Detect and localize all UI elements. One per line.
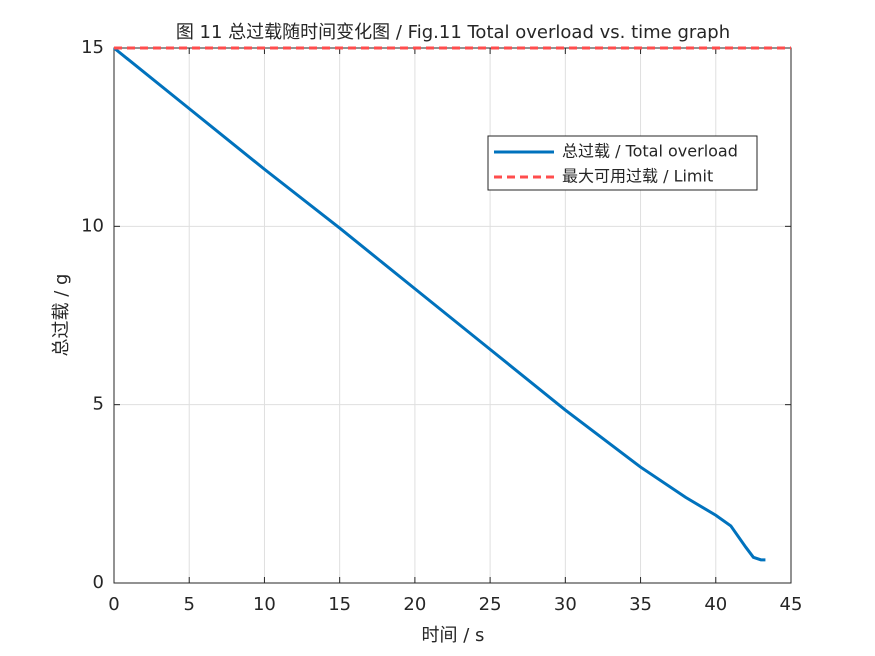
legend-label: 最大可用过载 / Limit <box>562 167 713 186</box>
y-tick-label: 10 <box>81 215 104 236</box>
data-line <box>113 46 766 562</box>
x-tick-label: 35 <box>629 594 652 615</box>
y-axis-label: 总过载 / g <box>51 274 72 357</box>
y-tick-label: 0 <box>93 572 104 593</box>
x-tick-label: 10 <box>253 594 276 615</box>
x-tick-label: 45 <box>780 594 803 615</box>
legend-box <box>487 135 758 191</box>
y-tick-label: 5 <box>93 394 104 415</box>
x-tick-label: 25 <box>479 594 502 615</box>
x-tick-label: 0 <box>108 594 119 615</box>
x-tick-label: 15 <box>328 594 351 615</box>
x-tick-label: 40 <box>704 594 727 615</box>
x-tick-label: 20 <box>403 594 426 615</box>
x-tick-label: 30 <box>554 594 577 615</box>
y-tick-label: 15 <box>81 37 104 58</box>
legend-label: 总过载 / Total overload <box>562 142 738 161</box>
x-axis-label: 时间 / s <box>422 625 485 646</box>
chart-title: 图 11 总过载随时间变化图 / Fig.11 Total overload v… <box>176 22 730 43</box>
x-tick-label: 5 <box>183 594 194 615</box>
